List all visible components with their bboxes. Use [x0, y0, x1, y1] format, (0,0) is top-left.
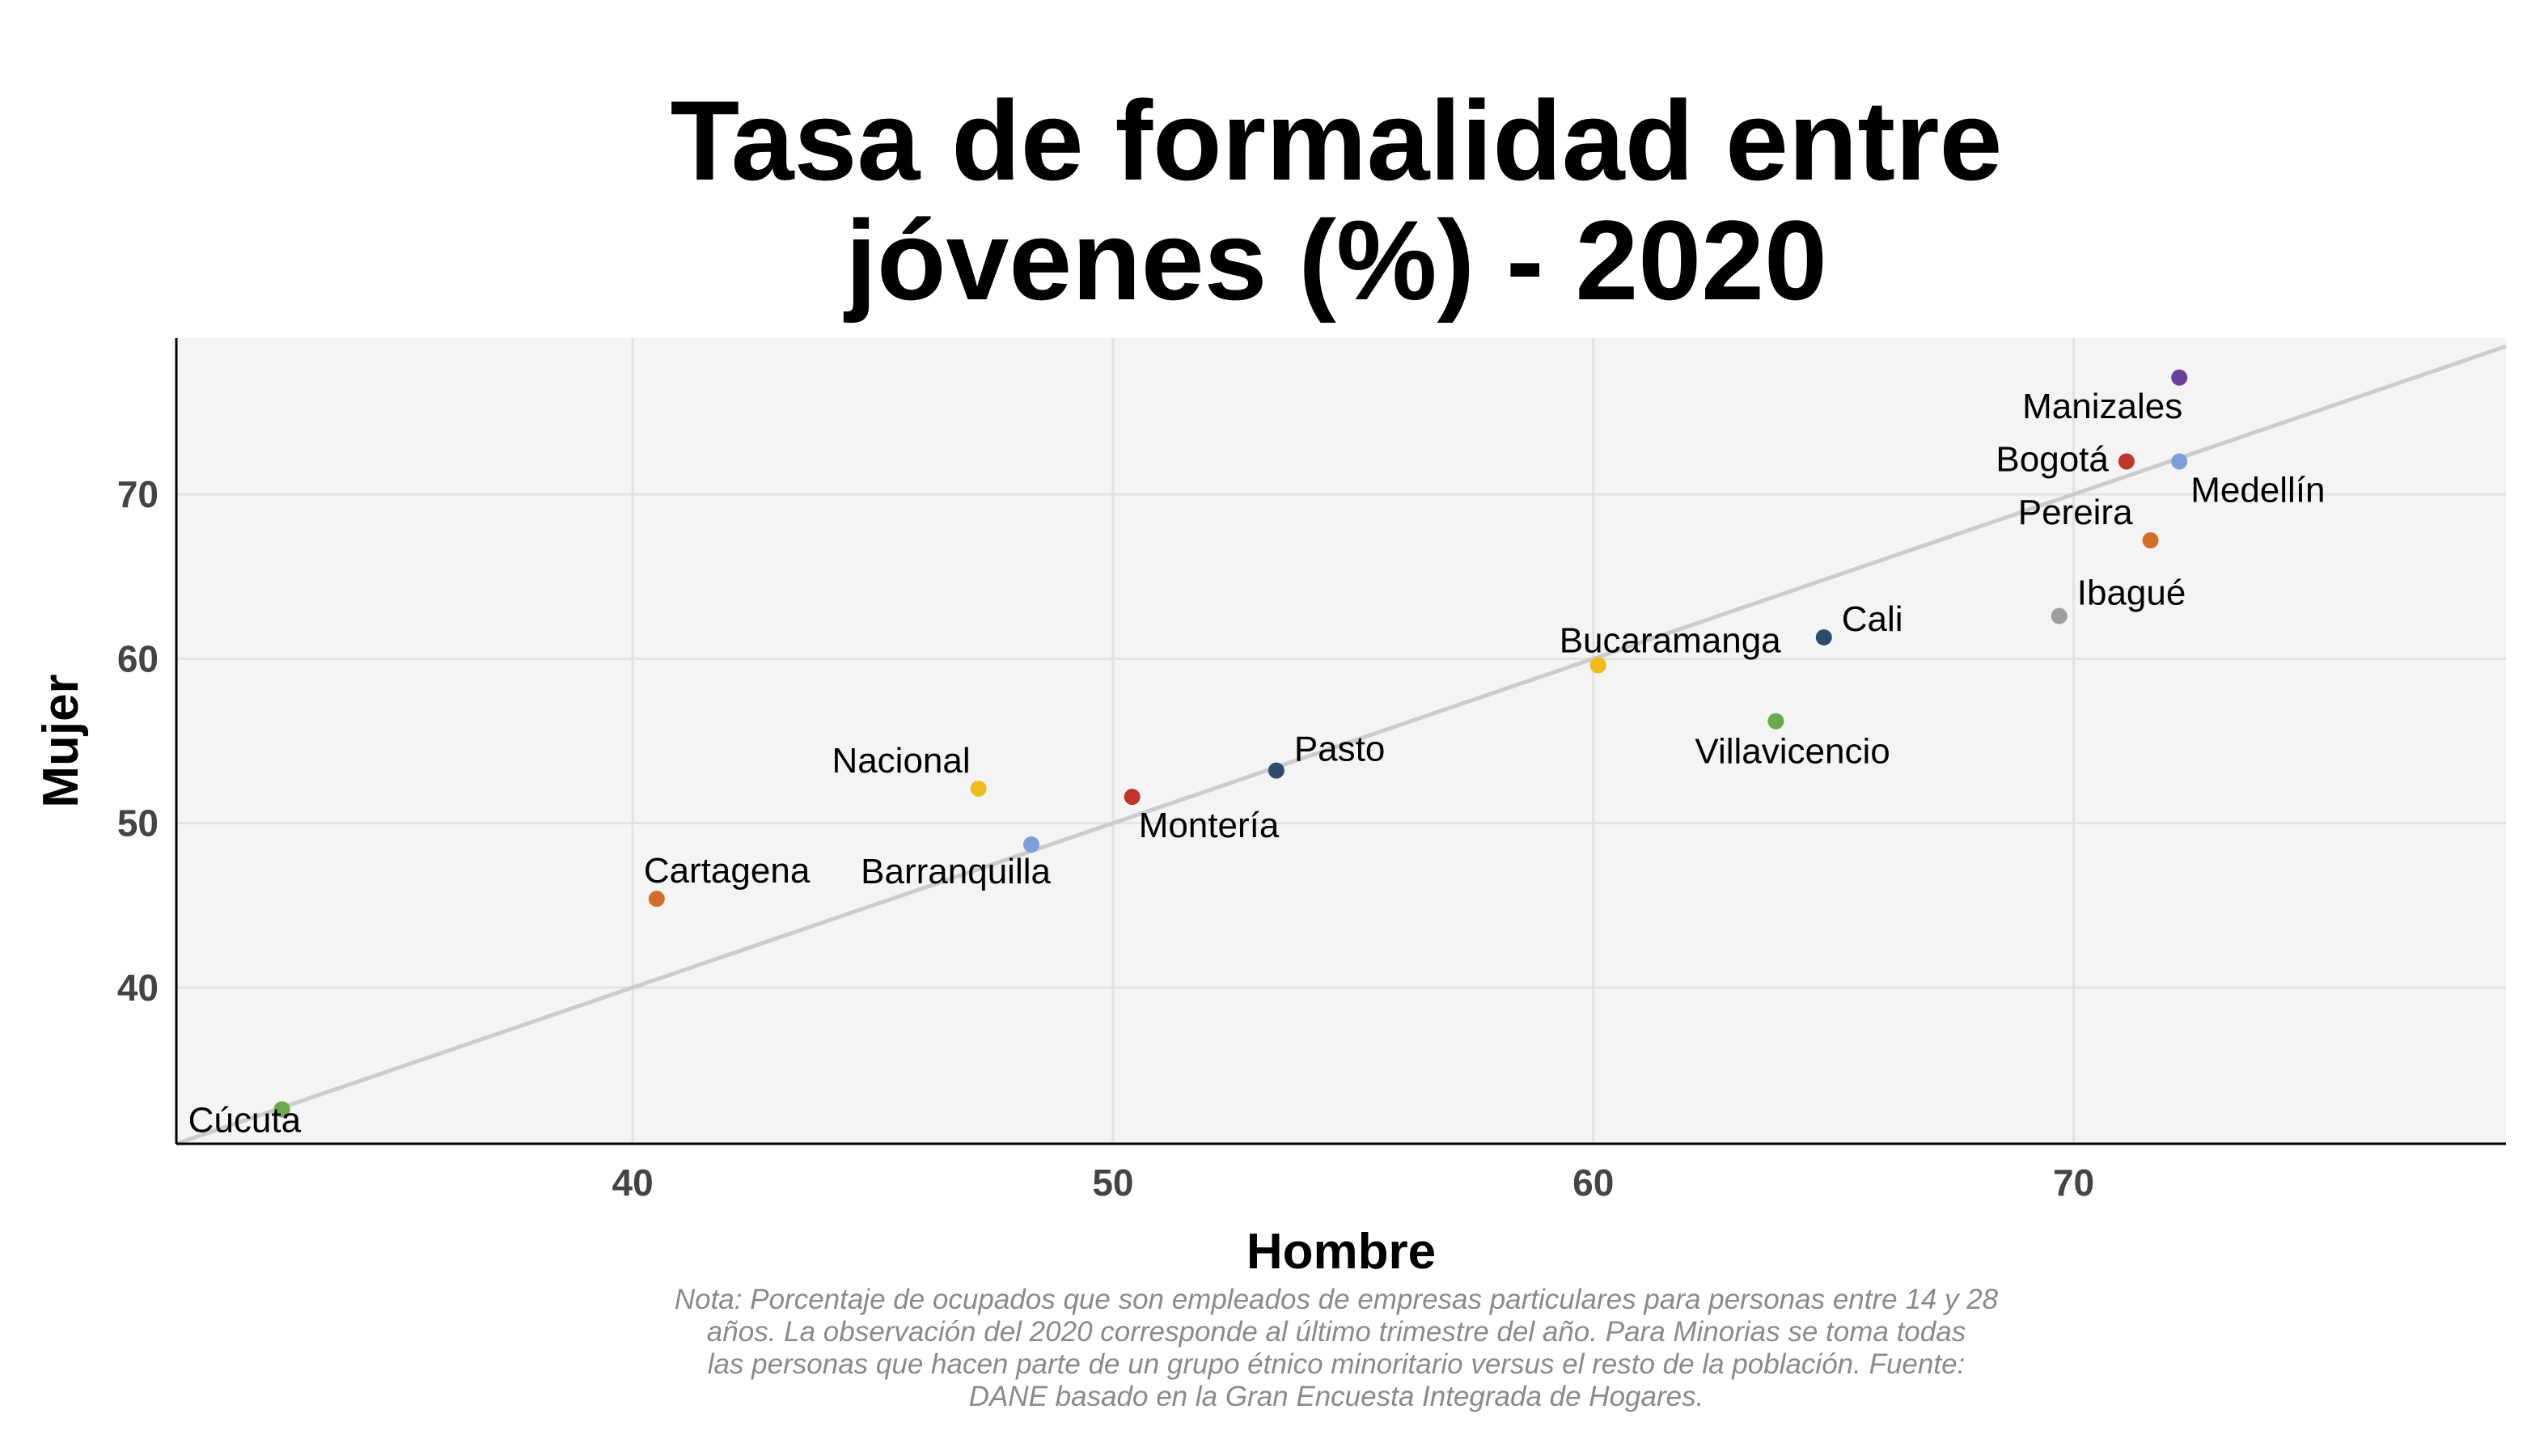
chart-note: Nota: Porcentaje de ocupados que son emp… [675, 1284, 1999, 1412]
data-point [1268, 762, 1285, 779]
chart-title-line-2: jóvenes (%) - 2020 [843, 197, 1827, 324]
point-label: Pereira [2018, 493, 2133, 532]
point-label: Cartagena [644, 851, 811, 891]
data-point [1589, 657, 1606, 674]
point-label: Barranquilla [861, 852, 1051, 891]
note-line-3: las personas que hacen parte de un grupo… [708, 1348, 1966, 1380]
y-axis-title: Mujer [33, 674, 89, 807]
data-point [2051, 607, 2068, 624]
point-label: Bogotá [1996, 439, 2109, 479]
data-point [1022, 836, 1039, 853]
data-point [1815, 629, 1832, 645]
identity-line [176, 344, 2507, 1146]
data-point [2142, 532, 2159, 549]
y-tick-label: 40 [117, 967, 159, 1009]
data-point [970, 780, 987, 797]
y-tick-label: 70 [117, 473, 159, 515]
plot-area: Cúcuta Cartagena Nacional Barranquilla Monte… [175, 338, 2507, 1146]
data-point [2171, 369, 2188, 386]
note-line-1: Nota: Porcentaje de ocupados que son emp… [675, 1284, 1999, 1315]
chart-title-line-1: Tasa de formalidad entre [671, 77, 2003, 204]
point-label: Manizales [2022, 387, 2182, 426]
point-label: Medellín [2190, 470, 2325, 510]
point-label: Cali [1842, 599, 1903, 639]
note-line-2: años. La observación del 2020 correspond… [707, 1316, 1966, 1348]
reference-line [176, 344, 2507, 1146]
x-tick-label: 40 [612, 1162, 654, 1204]
point-label: Villavicencio [1695, 732, 1890, 772]
point-label: Pasto [1294, 730, 1386, 769]
point-label: Bucaramanga [1560, 620, 1781, 660]
axis-ticks: 40 50 60 70 40 50 60 70 [117, 473, 2094, 1204]
point-label: Nacional [832, 741, 970, 781]
point-labels: Cúcuta Cartagena Nacional Barranquilla Monte… [188, 387, 2326, 1141]
data-point [2118, 453, 2135, 470]
data-point [1124, 789, 1141, 806]
point-label: Cúcuta [188, 1100, 302, 1140]
y-tick-label: 60 [117, 637, 159, 679]
x-tick-label: 50 [1092, 1162, 1133, 1204]
point-label: Montería [1139, 806, 1280, 845]
grid-lines [176, 338, 2506, 1144]
x-tick-label: 60 [1572, 1162, 1614, 1204]
data-points [273, 369, 2188, 1118]
data-point [648, 891, 665, 908]
chart-title: Tasa de formalidad entre jóvenes (%) - 2… [671, 77, 2003, 324]
y-tick-label: 50 [117, 802, 159, 844]
note-line-4: DANE basado en la Gran Encuesta Integrad… [969, 1381, 1704, 1412]
data-point [1767, 713, 1784, 730]
x-axis-title: Hombre [1246, 1224, 1436, 1280]
data-point [273, 1101, 290, 1118]
x-tick-label: 70 [2053, 1162, 2094, 1204]
data-point [2171, 453, 2188, 470]
point-label: Ibagué [2077, 574, 2186, 613]
